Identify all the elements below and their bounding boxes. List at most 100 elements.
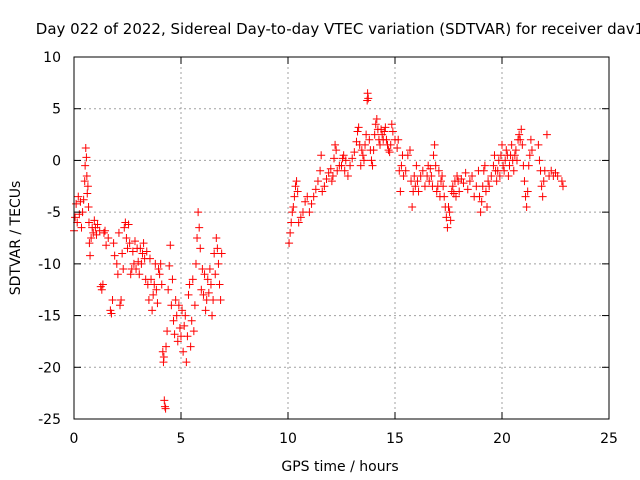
x-tick-label: 15 bbox=[386, 431, 404, 447]
data-point bbox=[128, 247, 137, 256]
data-point bbox=[301, 197, 310, 206]
data-point bbox=[152, 285, 161, 294]
x-axis-label: GPS time / hours bbox=[281, 459, 398, 475]
data-point bbox=[501, 156, 510, 165]
data-point bbox=[372, 115, 381, 124]
data-point bbox=[144, 296, 153, 305]
data-point bbox=[361, 140, 370, 149]
data-point bbox=[215, 280, 224, 289]
data-point bbox=[520, 177, 529, 186]
data-point bbox=[149, 290, 158, 299]
data-point bbox=[557, 177, 566, 186]
data-point bbox=[160, 402, 169, 411]
data-point bbox=[405, 146, 414, 155]
data-point bbox=[81, 144, 90, 153]
data-point bbox=[535, 156, 544, 165]
data-point bbox=[126, 270, 135, 279]
x-tick-label: 25 bbox=[600, 431, 618, 447]
data-point bbox=[363, 96, 372, 105]
data-point bbox=[350, 148, 359, 157]
data-point bbox=[93, 220, 102, 229]
data-point bbox=[426, 164, 435, 173]
data-point bbox=[291, 182, 300, 191]
data-point bbox=[80, 177, 89, 186]
data-point bbox=[393, 144, 402, 153]
data-point bbox=[110, 251, 119, 260]
data-point bbox=[324, 168, 333, 177]
data-point bbox=[337, 161, 346, 170]
data-point bbox=[107, 309, 116, 318]
data-point bbox=[328, 171, 337, 180]
data-point bbox=[558, 182, 567, 191]
data-point bbox=[171, 296, 180, 305]
axis-ticks bbox=[73, 56, 610, 420]
data-point bbox=[363, 89, 372, 98]
data-point bbox=[83, 189, 92, 198]
data-point bbox=[388, 127, 397, 136]
data-point bbox=[320, 182, 329, 191]
data-point bbox=[370, 130, 379, 139]
data-point bbox=[399, 171, 408, 180]
data-point bbox=[120, 223, 129, 232]
data-point bbox=[333, 166, 342, 175]
y-tick-label: 10 bbox=[43, 50, 61, 66]
data-point bbox=[326, 164, 335, 173]
data-point bbox=[401, 166, 410, 175]
data-point bbox=[196, 244, 205, 253]
data-point bbox=[156, 259, 165, 268]
data-point bbox=[193, 234, 202, 242]
data-point bbox=[178, 306, 187, 315]
y-tick-label: -20 bbox=[38, 360, 61, 376]
data-point bbox=[453, 171, 462, 180]
x-tick-label: 10 bbox=[279, 431, 297, 447]
data-point bbox=[495, 171, 504, 180]
data-point bbox=[317, 151, 326, 160]
data-point bbox=[122, 234, 131, 242]
data-point bbox=[444, 202, 453, 211]
data-point bbox=[166, 241, 175, 250]
data-point bbox=[89, 228, 98, 237]
data-point bbox=[339, 151, 348, 160]
x-tick-label: 0 bbox=[70, 431, 79, 447]
data-point bbox=[440, 192, 449, 201]
data-point bbox=[148, 306, 157, 315]
data-point bbox=[364, 94, 373, 103]
data-point bbox=[186, 342, 195, 351]
data-point bbox=[330, 154, 339, 163]
data-point bbox=[172, 311, 181, 320]
data-point bbox=[112, 259, 121, 268]
data-point bbox=[425, 177, 434, 186]
data-point bbox=[169, 316, 178, 325]
data-point bbox=[114, 228, 123, 237]
data-point bbox=[142, 247, 151, 256]
data-point bbox=[167, 301, 176, 310]
data-point bbox=[502, 146, 511, 155]
data-point bbox=[356, 161, 365, 170]
data-point bbox=[430, 140, 439, 149]
plot-frame bbox=[73, 56, 610, 420]
data-point bbox=[305, 208, 314, 217]
data-point bbox=[81, 161, 90, 170]
y-axis-label: SDTVAR / TECUs bbox=[8, 181, 24, 296]
data-point bbox=[553, 171, 562, 180]
data-point bbox=[431, 161, 440, 170]
data-point bbox=[117, 296, 126, 305]
data-point bbox=[125, 239, 134, 248]
data-point bbox=[158, 347, 167, 356]
data-point bbox=[523, 187, 532, 196]
data-point bbox=[184, 290, 193, 299]
data-point bbox=[358, 151, 367, 160]
data-point bbox=[118, 249, 127, 258]
data-point bbox=[99, 228, 108, 237]
data-point bbox=[183, 332, 192, 341]
data-point bbox=[134, 257, 143, 266]
data-point bbox=[153, 299, 162, 308]
data-point bbox=[104, 234, 113, 242]
data-point bbox=[492, 177, 501, 186]
data-point bbox=[451, 192, 460, 201]
data-point bbox=[443, 223, 452, 232]
data-point bbox=[90, 216, 99, 225]
data-point bbox=[489, 161, 498, 170]
data-point bbox=[343, 171, 352, 180]
data-point bbox=[285, 239, 294, 248]
